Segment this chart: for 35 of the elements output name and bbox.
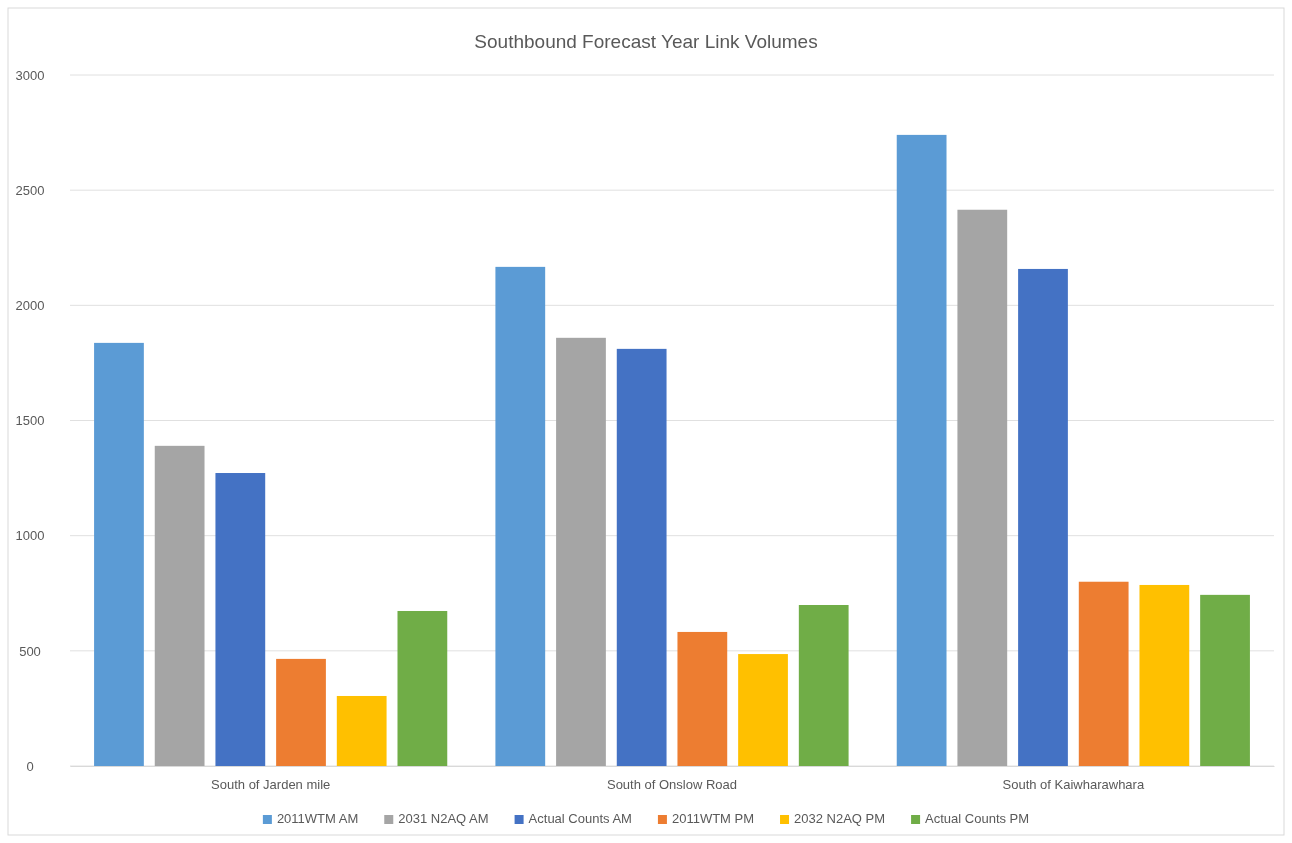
y-tick-label: 2000 xyxy=(15,297,45,313)
y-tick-label: 0 xyxy=(26,758,34,774)
chart-title: Southbound Forecast Year Link Volumes xyxy=(474,31,818,52)
bar xyxy=(276,658,326,766)
bar xyxy=(154,445,205,766)
bar xyxy=(738,654,788,766)
bar xyxy=(798,605,849,766)
y-tick-label: 3000 xyxy=(15,67,45,83)
bar xyxy=(616,348,667,766)
bar xyxy=(1078,581,1129,766)
y-tick-label: 1500 xyxy=(15,413,45,429)
y-tick-label: 500 xyxy=(19,643,41,659)
legend-label: 2032 N2AQ PM xyxy=(794,811,886,826)
legend-label: 2031 N2AQ AM xyxy=(398,811,489,826)
bar xyxy=(336,695,387,766)
legend-label: 2011WTM PM xyxy=(671,811,755,826)
bar xyxy=(1200,594,1250,766)
y-tick-label: 1000 xyxy=(15,528,45,544)
bar xyxy=(556,337,606,766)
bar xyxy=(957,209,1008,766)
x-tick-label: South of Kaiwharawhara xyxy=(1002,777,1145,793)
bar xyxy=(896,134,947,766)
legend-label: Actual Counts PM xyxy=(925,811,1030,826)
bar xyxy=(215,473,266,766)
x-tick-label: South of Onslow Road xyxy=(606,777,738,793)
bar xyxy=(495,266,546,766)
bar xyxy=(397,610,448,766)
bar xyxy=(1139,584,1190,766)
legend-label: Actual Counts AM xyxy=(528,811,632,826)
legend-label: 2011WTM AM xyxy=(276,811,359,826)
bar xyxy=(94,342,144,766)
bar xyxy=(1018,268,1068,766)
x-tick-label: South of Jarden mile xyxy=(211,777,331,793)
y-tick-label: 2500 xyxy=(15,182,45,198)
bar xyxy=(677,631,728,766)
